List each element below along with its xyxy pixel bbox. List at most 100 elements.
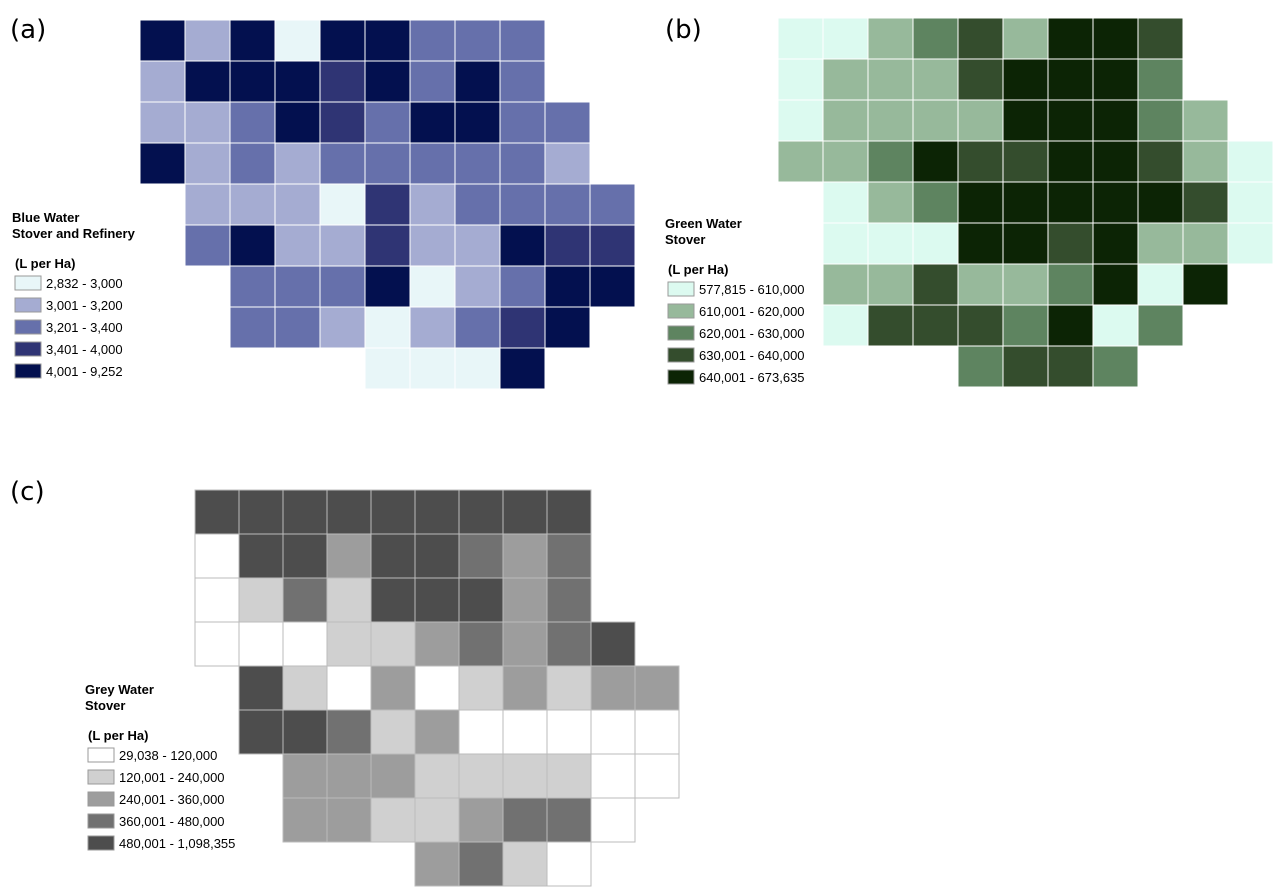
county (194, 621, 240, 667)
legend-unit: (L per Ha) (668, 262, 728, 277)
legend-swatch (667, 303, 695, 319)
legend-swatch (87, 769, 115, 785)
county (544, 306, 591, 349)
county (634, 665, 680, 711)
county (502, 709, 548, 755)
legend-title: Stover (665, 232, 705, 247)
county (634, 753, 680, 799)
legend-label: 3,001 - 3,200 (46, 298, 123, 313)
legend-swatch (87, 791, 115, 807)
legend-swatch (87, 747, 115, 763)
county (912, 181, 959, 224)
legend-label: 480,001 - 1,098,355 (119, 836, 235, 851)
county (1002, 58, 1049, 101)
county (364, 101, 411, 144)
county (1182, 99, 1229, 142)
county (370, 621, 416, 667)
panel-label: (b) (665, 15, 702, 45)
legend-unit: (L per Ha) (88, 728, 148, 743)
county (139, 142, 186, 185)
county (957, 345, 1004, 388)
county (1137, 263, 1184, 306)
county (370, 489, 416, 535)
county (502, 665, 548, 711)
county (458, 489, 504, 535)
county (822, 17, 869, 60)
county (957, 304, 1004, 347)
county (229, 19, 276, 62)
county (319, 183, 366, 226)
county (414, 665, 460, 711)
county (274, 224, 321, 267)
county (499, 60, 546, 103)
county (1137, 99, 1184, 142)
county (634, 709, 680, 755)
county (458, 709, 504, 755)
county (1047, 263, 1094, 306)
legend-title: Grey Water (85, 682, 154, 697)
legend-title: Stover (85, 698, 125, 713)
county (229, 101, 276, 144)
county (194, 577, 240, 623)
county (414, 489, 460, 535)
county (229, 60, 276, 103)
county (274, 60, 321, 103)
county (326, 577, 372, 623)
county (544, 183, 591, 226)
legend-swatch (87, 835, 115, 851)
county (409, 19, 456, 62)
county (370, 577, 416, 623)
panel-label: (a) (10, 15, 46, 45)
county (1092, 140, 1139, 183)
legend-label: 630,001 - 640,000 (699, 348, 805, 363)
county (409, 265, 456, 308)
county (822, 304, 869, 347)
legend-swatch (14, 319, 42, 335)
county (912, 304, 959, 347)
county (546, 621, 592, 667)
county (238, 489, 284, 535)
county (454, 183, 501, 226)
county (912, 222, 959, 265)
county (1182, 140, 1229, 183)
county (1092, 58, 1139, 101)
county (867, 17, 914, 60)
county (546, 665, 592, 711)
county (370, 533, 416, 579)
county (229, 265, 276, 308)
county (184, 101, 231, 144)
legend-swatch (14, 341, 42, 357)
county (458, 797, 504, 843)
legend-label: 2,832 - 3,000 (46, 276, 123, 291)
county (1137, 222, 1184, 265)
county (1092, 304, 1139, 347)
county (502, 797, 548, 843)
county (867, 140, 914, 183)
county (1002, 181, 1049, 224)
county (1002, 140, 1049, 183)
county (229, 183, 276, 226)
county (1137, 140, 1184, 183)
county (590, 709, 636, 755)
county (414, 841, 460, 887)
county (777, 58, 824, 101)
county (326, 621, 372, 667)
county (414, 753, 460, 799)
county (184, 224, 231, 267)
county (1092, 99, 1139, 142)
county (499, 19, 546, 62)
county (1092, 345, 1139, 388)
county (364, 19, 411, 62)
legend-unit: (L per Ha) (15, 256, 75, 271)
county (326, 665, 372, 711)
county (1047, 181, 1094, 224)
county (957, 99, 1004, 142)
county (194, 489, 240, 535)
county (1002, 263, 1049, 306)
county (184, 183, 231, 226)
county (499, 265, 546, 308)
county (822, 140, 869, 183)
county (454, 19, 501, 62)
county (589, 224, 636, 267)
county (546, 577, 592, 623)
